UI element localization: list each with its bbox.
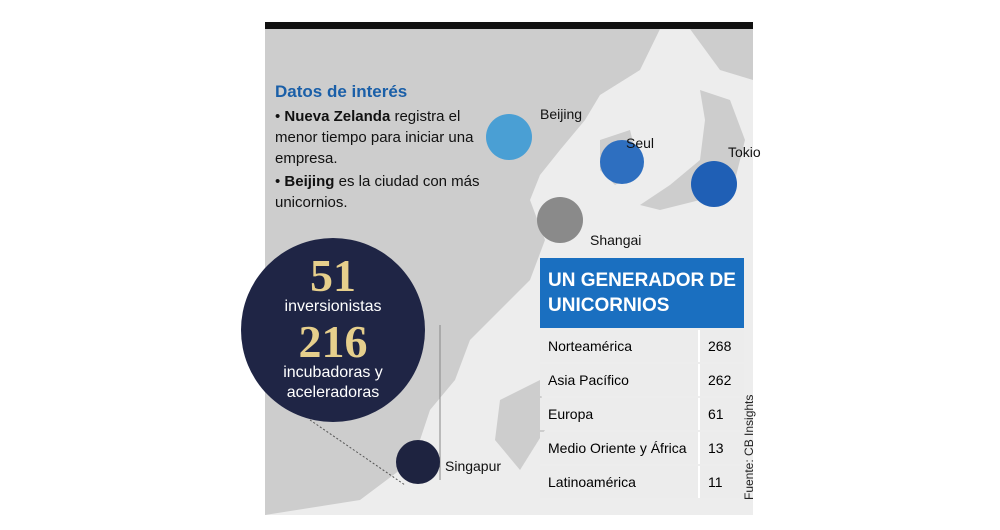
table-row: Asia Pacífico 262 — [540, 364, 744, 396]
stat-label: inversionistas — [284, 298, 382, 315]
stats-circle — [241, 238, 425, 422]
region: Latinoamérica — [548, 474, 636, 490]
stat-value: 51 — [310, 250, 356, 301]
islands — [495, 380, 545, 470]
bullet-bold: Nueva Zelanda — [284, 108, 391, 125]
bullet-text: es la ciudad con más unicornios. — [275, 173, 480, 211]
info-title: Datos de interés — [275, 82, 408, 101]
city-marker — [600, 140, 644, 184]
table-row: Latinoamérica 11 — [540, 466, 744, 498]
table-row: Europa 61 — [540, 398, 744, 430]
stat-label: incubadoras y aceleradoras — [283, 364, 383, 401]
russia-east — [690, 29, 753, 80]
stat-value: 216 — [298, 316, 368, 367]
bullet: • Nueva Zelanda registra el menor tiempo… — [275, 108, 474, 167]
divider — [698, 364, 700, 396]
divider — [698, 398, 700, 430]
count: 61 — [708, 406, 724, 422]
city-marker — [486, 114, 532, 160]
bullet-text: registra el menor tiempo para iniciar un… — [275, 108, 474, 167]
city-marker — [691, 161, 737, 207]
table-title: UN GENERADOR DE UNICORNIOS — [548, 270, 736, 316]
top-rule — [265, 22, 753, 29]
count: 13 — [708, 440, 724, 456]
city-label: Singapur — [445, 458, 502, 474]
city-label: Shangai — [590, 232, 642, 248]
count: 11 — [708, 474, 723, 490]
divider — [698, 432, 700, 464]
source: Fuente: CB Insights — [742, 394, 756, 500]
region: Norteamérica — [548, 338, 633, 354]
count: 268 — [708, 338, 732, 354]
divider — [698, 330, 700, 362]
table-row: Medio Oriente y África 13 — [540, 432, 744, 464]
city-marker — [537, 197, 583, 243]
bullet-bold: Beijing — [284, 173, 335, 190]
connector — [309, 419, 406, 486]
region: Medio Oriente y África — [548, 440, 687, 456]
table-row: Norteamérica 268 — [540, 330, 744, 362]
city-label: Tokio — [728, 144, 761, 160]
region: Europa — [548, 406, 594, 422]
city-label: Beijing — [540, 106, 583, 122]
table-header — [540, 258, 744, 328]
city-marker — [396, 440, 440, 484]
count: 262 — [708, 372, 732, 388]
divider — [698, 466, 700, 498]
region: Asia Pacífico — [548, 372, 629, 388]
city-label: Seul — [626, 135, 655, 151]
bullet: • Beijing es la ciudad con más unicornio… — [275, 173, 480, 211]
